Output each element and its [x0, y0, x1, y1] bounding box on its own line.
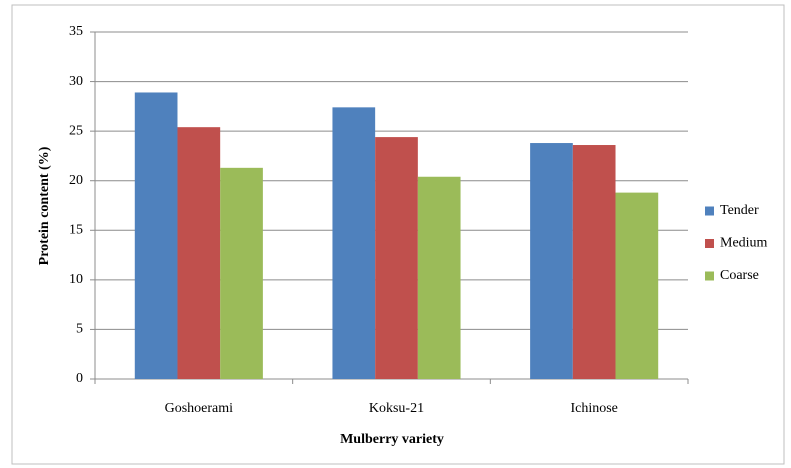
- legend-swatch: [705, 239, 714, 248]
- bar: [417, 176, 461, 379]
- bar: [572, 145, 616, 379]
- y-axis-title: Protein content (%): [37, 146, 52, 265]
- legend-swatch: [705, 271, 714, 281]
- y-tick-label: 35: [69, 24, 83, 39]
- legend-label: Tender: [720, 203, 759, 218]
- bar: [177, 127, 221, 379]
- x-axis-title: Mulberry variety: [340, 432, 444, 447]
- bar: [615, 192, 659, 379]
- y-tick-label: 5: [76, 322, 83, 337]
- legend-label: Medium: [720, 236, 768, 251]
- y-tick-label: 15: [69, 223, 83, 238]
- y-tick-label: 25: [69, 123, 83, 138]
- x-tick-label: Goshoerami: [165, 401, 234, 416]
- y-tick-label: 0: [76, 371, 83, 386]
- bar: [220, 167, 263, 379]
- x-tick-label: Koksu-21: [369, 401, 424, 416]
- legend-swatch: [705, 206, 714, 216]
- legend-label: Coarse: [720, 268, 759, 283]
- y-tick-label: 20: [69, 173, 83, 188]
- bar: [332, 107, 376, 379]
- y-tick-label: 10: [69, 272, 83, 287]
- x-tick-label: Ichinose: [570, 401, 617, 416]
- bar: [530, 143, 573, 379]
- y-tick-label: 30: [69, 74, 83, 89]
- bar: [134, 92, 178, 379]
- bar: [375, 137, 418, 379]
